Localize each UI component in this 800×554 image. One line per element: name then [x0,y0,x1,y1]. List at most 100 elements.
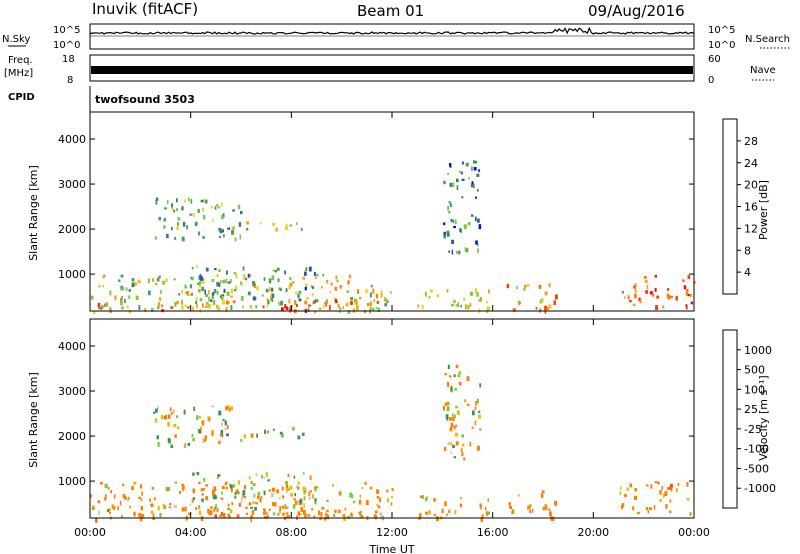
vel-cell [198,505,200,509]
vel-cell [326,509,329,513]
power-cell [478,224,482,230]
vel-cell [244,434,246,439]
power-cell [289,307,291,313]
power-cell [285,288,288,293]
vel-cell [634,495,637,501]
vel-cell [226,433,229,437]
power-cell [197,208,200,213]
vel-cell [192,438,195,442]
power-cell [455,304,458,307]
vel-cell [425,497,428,502]
power-cell [211,279,215,282]
vel-cell [287,473,290,477]
vel-cell [259,498,262,502]
power-cell [275,227,278,232]
vel-cell [669,499,672,503]
power-cell [184,199,186,203]
power-cell [308,304,311,307]
power-cell [181,305,184,310]
power-cell [156,277,160,282]
time-axis: 00:00 04:00 08:00 12:00 16:00 20:00 00:00 [74,112,710,539]
power-cell [109,307,112,310]
vel-cell [250,517,252,523]
power-cell [369,301,373,306]
power-cell [90,295,94,300]
vel-cell [208,512,212,516]
power-cell [185,291,188,294]
vel-cell [242,490,246,495]
vel-cell [157,505,160,511]
vel-cell [114,506,116,509]
power-cell [105,302,108,307]
vel-cell [471,426,474,429]
vel-cell [250,514,253,518]
power-cell [524,285,527,288]
power-cell [447,172,450,176]
power-cell [449,182,453,187]
vel-cell [265,515,269,519]
vel-cell [138,496,141,500]
velocity-colorbar: 1000 500 100 25 -25 -100 -500 -1000 [722,329,776,509]
power-cell [473,167,477,171]
power-cell [284,304,287,308]
power-cell [325,304,328,307]
vel-cell [216,507,219,513]
vel-cell [466,376,470,381]
power-cell [162,280,166,285]
vel-cell [271,502,274,506]
vel-cell [174,434,177,438]
power-cell [455,219,457,225]
vel-cell [213,494,217,499]
vel-cell [349,492,352,498]
vel-cell [288,488,290,491]
vel-cell [205,496,209,501]
power-cell [634,288,637,294]
power-cell [266,298,269,301]
power-cell [471,181,474,184]
vel-cell [365,500,369,506]
vel-cell [321,506,325,510]
power-cell [193,213,195,218]
vel-cell [157,405,159,409]
power-cell [216,274,219,277]
vel-cell [540,493,544,498]
power-cell [450,303,454,307]
power-cell [643,276,647,279]
vel-cell [294,500,298,505]
vel-cell [461,443,465,447]
power-cell [289,282,293,287]
power-cell [191,306,195,312]
power-cell [178,293,181,296]
power-cell [448,211,451,214]
power-cell [649,291,653,295]
power-cell [221,229,224,233]
vel-cell [299,513,302,516]
velocity-colorbar-tick-label: -25 [744,423,762,436]
power-cell [294,300,296,303]
vel-cell [314,485,317,489]
vel-cell [545,504,548,507]
vel-cell [218,440,221,445]
power-cell [199,274,202,279]
time-tick-label: 12:00 [376,526,408,539]
vel-cell [219,433,223,437]
power-cell [102,274,105,279]
power-cell [450,219,453,222]
vel-cell [176,415,179,418]
power-cell [242,305,244,309]
vel-cell [234,496,237,499]
power-cell [238,222,242,227]
vel-cell [183,409,186,415]
power-cell [151,278,154,282]
power-cell [233,271,237,275]
vel-cell [278,496,281,500]
vel-cell [303,490,306,494]
vel-cell [91,506,95,510]
velocity-colorbar-tick-label: 1000 [744,344,772,357]
vel-cell [484,506,487,511]
vel-cell [248,476,251,480]
vel-cell [307,514,311,517]
vel-cell [326,499,329,502]
time-tick-label: 00:00 [678,526,710,539]
